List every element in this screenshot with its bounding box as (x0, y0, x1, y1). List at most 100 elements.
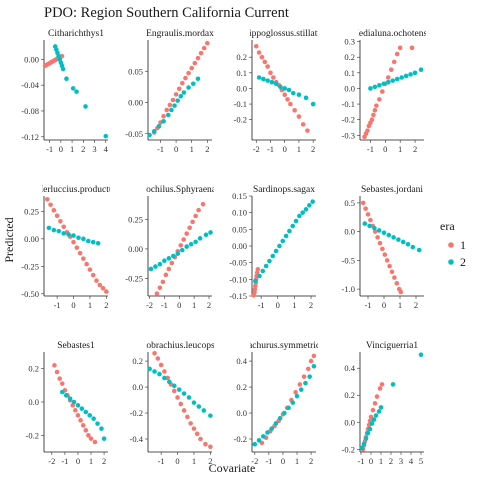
x-tick-label: 0 (174, 144, 178, 154)
data-point-era-2 (152, 369, 157, 374)
data-point-era-2 (311, 363, 317, 369)
data-point-era-1 (409, 45, 415, 51)
x-tick-label: 0 (369, 456, 373, 466)
data-point-era-1 (183, 75, 188, 81)
data-point-era-1 (377, 240, 383, 246)
data-point-era-2 (191, 400, 197, 405)
data-point-era-2 (256, 75, 262, 80)
x-tick-label: 3 (399, 456, 403, 466)
data-point-era-2 (186, 85, 191, 90)
y-tick-label: -0.08 (21, 106, 39, 116)
data-point-era-1 (192, 60, 198, 66)
data-point-era-2 (161, 118, 166, 124)
data-point-era-2 (371, 417, 377, 422)
x-tick-label: -1 (258, 300, 265, 310)
data-point-era-2 (376, 409, 382, 414)
chart-title: PDO: Region Southern California Current (44, 5, 289, 21)
data-point-era-1 (368, 414, 374, 420)
x-tick-label: 1 (295, 456, 299, 466)
y-tick-label: -0.04 (21, 80, 39, 90)
x-axis-label: Covariate (209, 461, 256, 475)
y-tick-label: 0.05 (128, 66, 143, 76)
data-point-era-1 (75, 413, 81, 418)
y-tick-label: 0.25 (24, 206, 39, 216)
data-point-era-2 (172, 103, 177, 108)
y-tick-label: 0.00 (24, 54, 39, 64)
x-tick-label: 0 (76, 456, 80, 466)
data-point-era-2 (359, 445, 365, 451)
data-point-era-2 (290, 400, 296, 405)
data-point-era-1 (61, 224, 66, 230)
data-point-era-1 (194, 431, 200, 437)
data-point-era-2 (269, 79, 275, 85)
data-point-era-2 (282, 410, 287, 416)
data-point-era-1 (88, 436, 94, 441)
x-tick-label: 0 (283, 144, 287, 154)
data-point-era-1 (371, 112, 376, 118)
data-point-era-2 (269, 426, 274, 431)
data-point-era-2 (418, 67, 424, 72)
facet-panel-2: Engraulis.mordax -0.05 0.00 0.05 -1 0 1 2 (125, 29, 214, 154)
data-point-era-1 (195, 55, 201, 61)
x-tick-label: 2 (413, 144, 417, 154)
x-tick-label: 1 (292, 300, 296, 310)
y-tick-label: 0.00 (128, 244, 143, 254)
data-point-era-2 (95, 240, 101, 246)
y-tick-label: -0.2 (26, 430, 39, 440)
data-point-era-1 (73, 408, 78, 413)
y-tick-label: -0.50 (21, 289, 39, 299)
data-point-era-2 (416, 247, 422, 253)
data-point-era-1 (368, 217, 373, 223)
data-point-era-1 (78, 418, 83, 423)
x-tick-label: 1 (398, 144, 402, 154)
data-point-era-1 (87, 267, 93, 272)
data-point-era-2 (181, 90, 187, 95)
data-point-era-2 (67, 396, 73, 401)
data-point-era-1 (397, 45, 403, 51)
facet-title: Engraulis.mordax (146, 29, 214, 39)
data-point-era-2 (87, 413, 93, 418)
data-point-era-1 (92, 439, 98, 445)
data-point-era-2 (157, 371, 162, 377)
x-tick-label: -2 (146, 300, 153, 310)
data-point-era-1 (165, 375, 170, 381)
data-point-era-2 (303, 207, 309, 212)
data-point-era-2 (365, 430, 371, 436)
facet-panel-8: Sebastes.jordani 0.5 0.0 -0.5 -1.0 -1 0 1 2 (342, 185, 424, 310)
x-tick-label: 2 (205, 144, 209, 154)
data-point-era-2 (51, 227, 57, 233)
data-point-era-2 (195, 76, 201, 82)
y-tick-label: 0.0 (236, 83, 247, 93)
data-point-era-1 (200, 201, 206, 207)
y-tick-label: -0.1 (234, 99, 247, 109)
facet-title: Sardinops.sagax (253, 185, 315, 195)
x-tick-label: 1 (70, 144, 74, 154)
facet-title-group: Merluccius.productus (42, 185, 110, 195)
x-tick-label: 1 (192, 456, 196, 466)
data-point-era-2 (296, 92, 302, 97)
data-point-era-1 (152, 350, 157, 356)
x-tick-label: 2 (414, 300, 418, 310)
data-point-era-1 (54, 369, 60, 375)
data-point-era-2 (399, 75, 404, 80)
y-tick-label: -0.15 (229, 291, 247, 301)
x-tick-label: -1 (46, 144, 53, 154)
data-point-era-2 (157, 261, 163, 267)
data-point-era-2 (273, 421, 279, 426)
data-point-era-1 (205, 40, 210, 46)
facet-panel-5: Merluccius.productus 0.25 0.00 -0.25 -0.50 -1… (21, 185, 110, 310)
facet-title: Sebastes1 (57, 341, 95, 351)
x-tick-label: -1 (161, 300, 168, 310)
y-tick-label: 0.05 (232, 224, 247, 234)
y-tick-label: 0.25 (128, 215, 143, 225)
data-point-era-1 (394, 51, 400, 57)
x-tick-label: 2 (309, 456, 313, 466)
data-point-era-1 (162, 369, 167, 374)
y-tick-label: -0.2 (234, 434, 247, 444)
data-point-era-1 (180, 80, 185, 86)
data-point-era-1 (268, 70, 273, 76)
y-tick-label: -0.2 (342, 444, 355, 454)
x-tick-label: 1 (192, 300, 196, 310)
y-tick-label: -0.05 (125, 129, 143, 139)
